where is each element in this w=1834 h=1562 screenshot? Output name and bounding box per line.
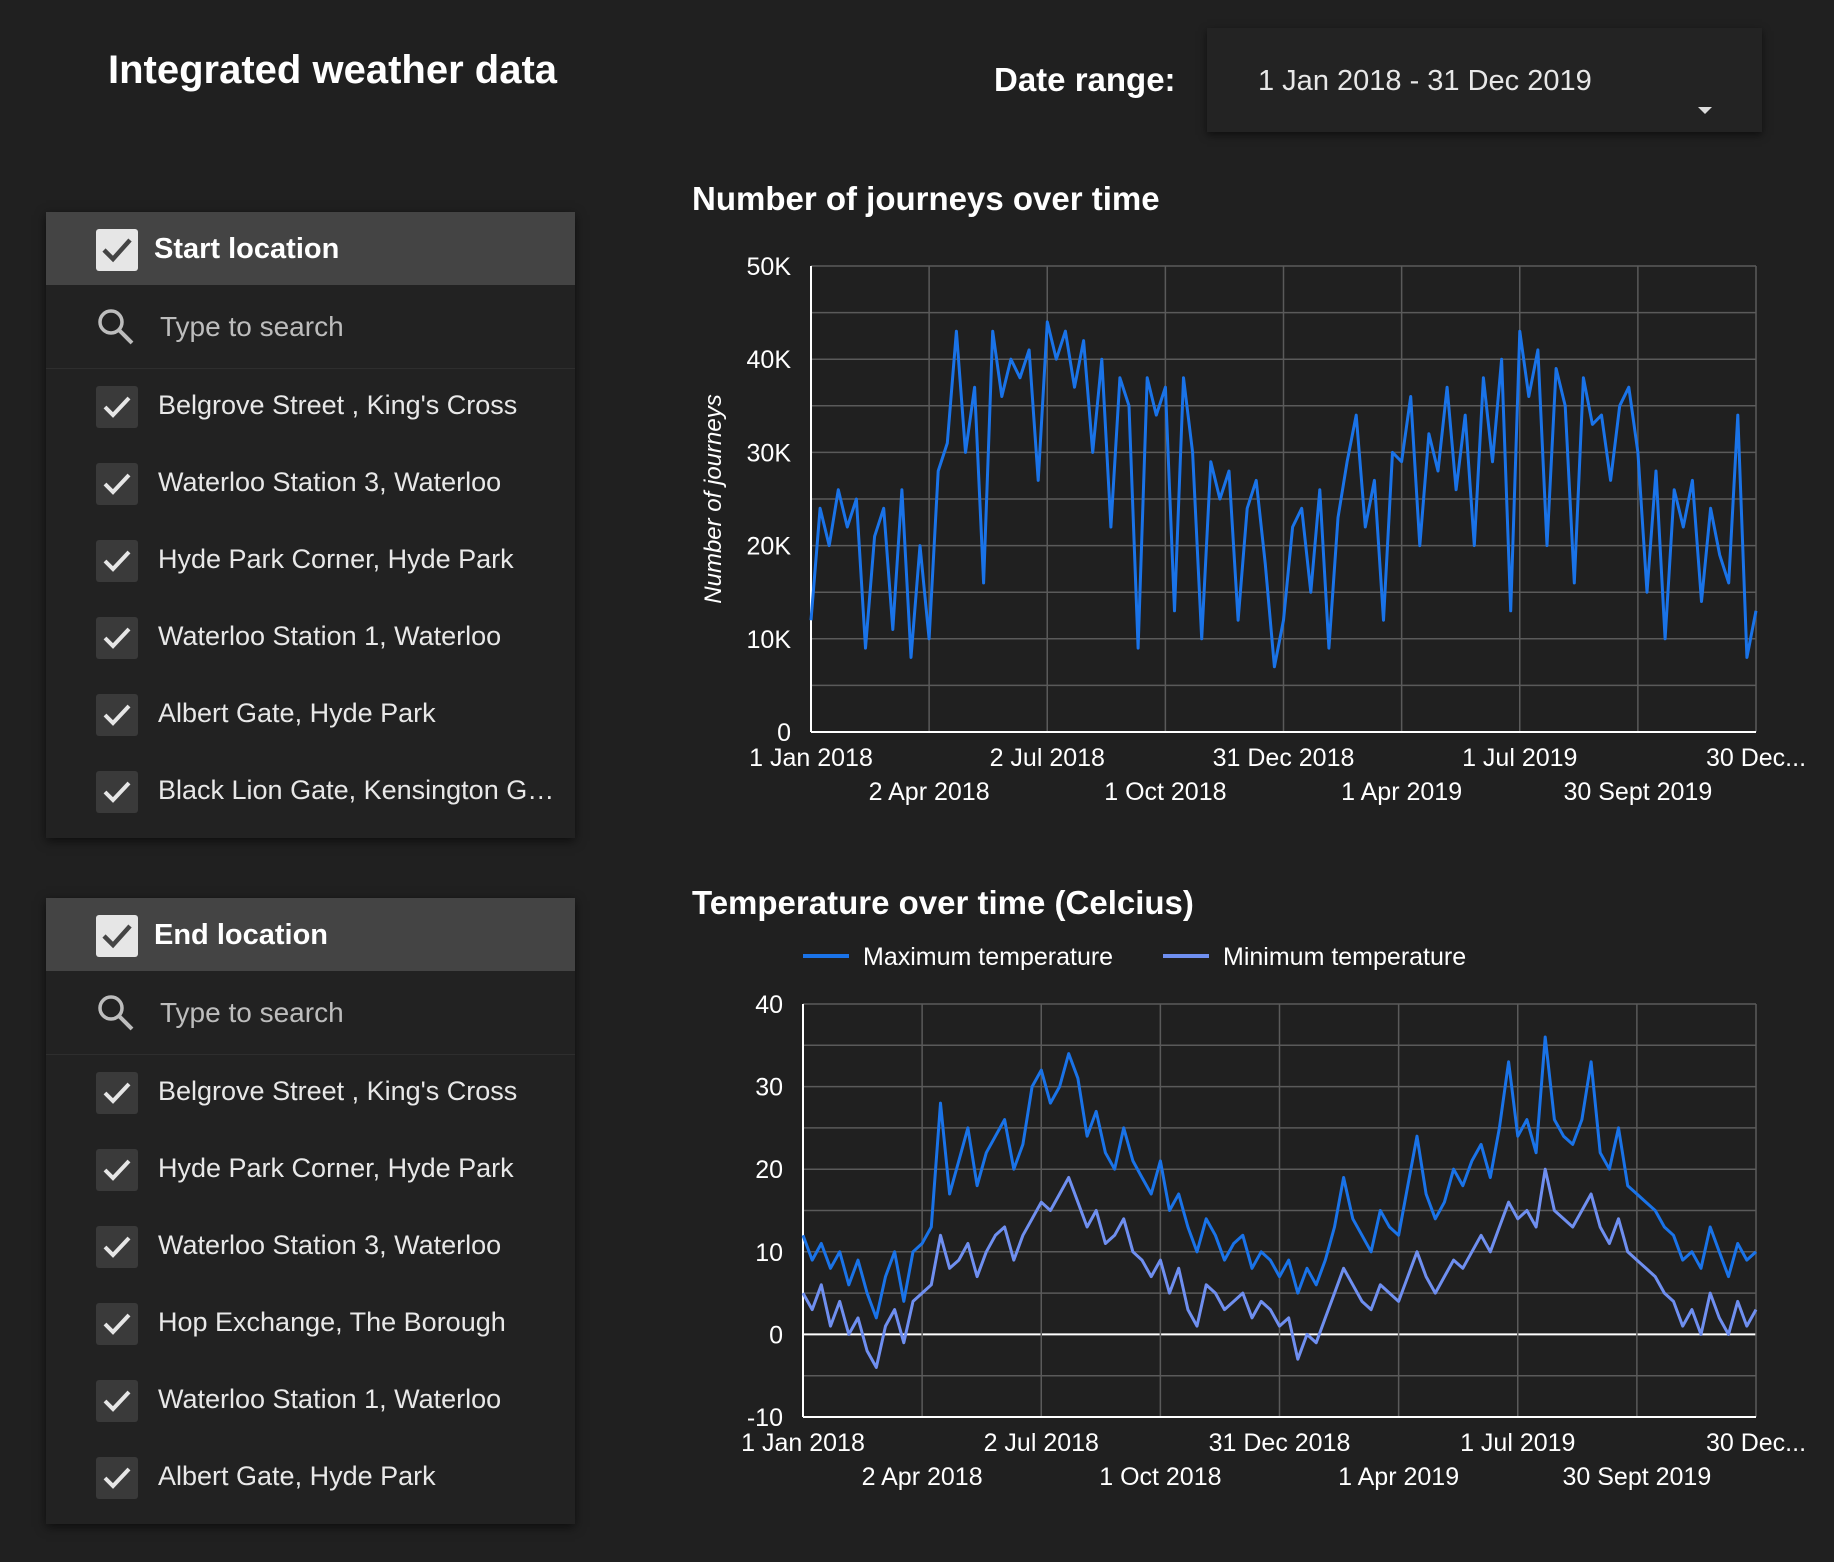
location-option[interactable]: Waterloo Station 1, Waterloo: [46, 1363, 575, 1440]
start-location-search[interactable]: [46, 285, 575, 369]
y-tick-label: 0: [769, 1321, 783, 1349]
check-icon: [103, 1467, 131, 1489]
x-tick-label: 2 Jul 2018: [984, 1429, 1099, 1457]
end-location-filter: End location Belgrove Street , King's Cr…: [46, 898, 575, 1524]
option-checkbox[interactable]: [96, 771, 138, 813]
x-tick-label: 1 Jul 2019: [1460, 1429, 1575, 1457]
check-icon: [102, 238, 132, 263]
end-location-label: End location: [154, 919, 328, 951]
option-checkbox[interactable]: [96, 540, 138, 582]
y-tick-label: 40K: [747, 346, 792, 374]
x-tick-label: 2 Apr 2018: [869, 778, 990, 806]
option-checkbox[interactable]: [96, 1226, 138, 1268]
end-location-search-input[interactable]: [158, 993, 542, 1033]
option-checkbox[interactable]: [96, 463, 138, 505]
y-tick-label: 50K: [747, 253, 792, 281]
x-tick-label: 31 Dec 2018: [1213, 744, 1355, 772]
option-checkbox[interactable]: [96, 617, 138, 659]
location-option[interactable]: Hyde Park Corner, Hyde Park: [46, 1132, 575, 1209]
y-tick-label: -10: [747, 1404, 783, 1432]
date-range-dropdown[interactable]: 1 Jan 2018 - 31 Dec 2019: [1207, 28, 1762, 132]
end-location-header[interactable]: End location: [46, 898, 575, 971]
y-axis-title: Number of journeys: [700, 394, 727, 603]
check-icon: [103, 396, 131, 418]
location-option[interactable]: Albert Gate, Hyde Park: [46, 1440, 575, 1517]
x-tick-label: 1 Jan 2018: [741, 1429, 865, 1457]
check-icon: [102, 924, 132, 949]
option-checkbox[interactable]: [96, 694, 138, 736]
check-icon: [103, 473, 131, 495]
option-checkbox[interactable]: [96, 1457, 138, 1499]
start-location-label: Start location: [154, 233, 340, 265]
start-location-filter: Start location Belgrove Street , King's …: [46, 212, 575, 838]
y-tick-label: 20: [755, 1156, 783, 1184]
location-option[interactable]: Albert Gate, Hyde Park: [46, 677, 575, 754]
start-location-header[interactable]: Start location: [46, 212, 575, 285]
search-icon: [98, 995, 134, 1031]
legend-label: Maximum temperature: [863, 943, 1113, 971]
x-tick-label: 1 Oct 2018: [1104, 778, 1226, 806]
journeys-chart-title: Number of journeys over time: [692, 180, 1160, 217]
series-line: [801, 1035, 1758, 1320]
location-option[interactable]: Belgrove Street , King's Cross: [46, 369, 575, 446]
x-tick-label: 1 Jul 2019: [1462, 744, 1577, 772]
x-tick-label: 1 Oct 2018: [1099, 1463, 1221, 1491]
legend-label: Minimum temperature: [1223, 943, 1466, 971]
check-icon: [103, 1390, 131, 1412]
date-range-label: Date range:: [994, 61, 1176, 98]
check-icon: [103, 1236, 131, 1258]
option-checkbox[interactable]: [96, 386, 138, 428]
date-range-value: 1 Jan 2018 - 31 Dec 2019: [1258, 65, 1592, 97]
x-tick-label: 1 Apr 2019: [1338, 1463, 1459, 1491]
x-tick-label: 30 Dec...: [1706, 744, 1806, 772]
end-location-search[interactable]: [46, 971, 575, 1055]
x-tick-label: 1 Jan 2018: [749, 744, 873, 772]
start-location-search-input[interactable]: [158, 307, 542, 347]
location-option[interactable]: Waterloo Station 3, Waterloo: [46, 446, 575, 523]
search-icon: [98, 309, 134, 345]
check-icon: [103, 550, 131, 572]
y-tick-label: 30: [755, 1074, 783, 1102]
location-option[interactable]: Hop Exchange, The Borough: [46, 1286, 575, 1363]
series-line: [801, 1167, 1758, 1369]
page-title: Integrated weather data: [108, 48, 558, 92]
x-tick-label: 30 Sept 2019: [1564, 778, 1713, 806]
location-option[interactable]: Waterloo Station 3, Waterloo: [46, 1209, 575, 1286]
option-checkbox[interactable]: [96, 1072, 138, 1114]
y-tick-label: 10K: [747, 626, 792, 654]
y-tick-label: 20K: [747, 533, 792, 561]
x-tick-label: 31 Dec 2018: [1209, 1429, 1351, 1457]
x-tick-label: 30 Dec...: [1706, 1429, 1806, 1457]
series-line: [809, 320, 1758, 669]
y-tick-label: 40: [755, 991, 783, 1019]
y-tick-label: 10: [755, 1239, 783, 1267]
location-option[interactable]: Hyde Park Corner, Hyde Park: [46, 523, 575, 600]
x-tick-label: 1 Apr 2019: [1341, 778, 1462, 806]
y-tick-label: 0: [777, 719, 791, 747]
check-icon: [103, 1313, 131, 1335]
x-tick-label: 2 Apr 2018: [862, 1463, 983, 1491]
option-checkbox[interactable]: [96, 1303, 138, 1345]
check-icon: [103, 781, 131, 803]
location-option[interactable]: Waterloo Station 1, Waterloo: [46, 600, 575, 677]
location-option[interactable]: Black Lion Gate, Kensington Ga...: [46, 754, 575, 831]
x-tick-label: 30 Sept 2019: [1563, 1463, 1712, 1491]
check-icon: [103, 1159, 131, 1181]
check-icon: [103, 1082, 131, 1104]
check-icon: [103, 704, 131, 726]
select-all-checkbox[interactable]: [96, 229, 138, 271]
x-tick-label: 2 Jul 2018: [990, 744, 1105, 772]
option-checkbox[interactable]: [96, 1380, 138, 1422]
option-checkbox[interactable]: [96, 1149, 138, 1191]
location-option[interactable]: Belgrove Street , King's Cross: [46, 1055, 575, 1132]
caret-down-icon: [1698, 107, 1712, 114]
select-all-checkbox[interactable]: [96, 915, 138, 957]
temperature-chart-title: Temperature over time (Celcius): [692, 884, 1194, 921]
check-icon: [103, 627, 131, 649]
y-tick-label: 30K: [747, 439, 792, 467]
